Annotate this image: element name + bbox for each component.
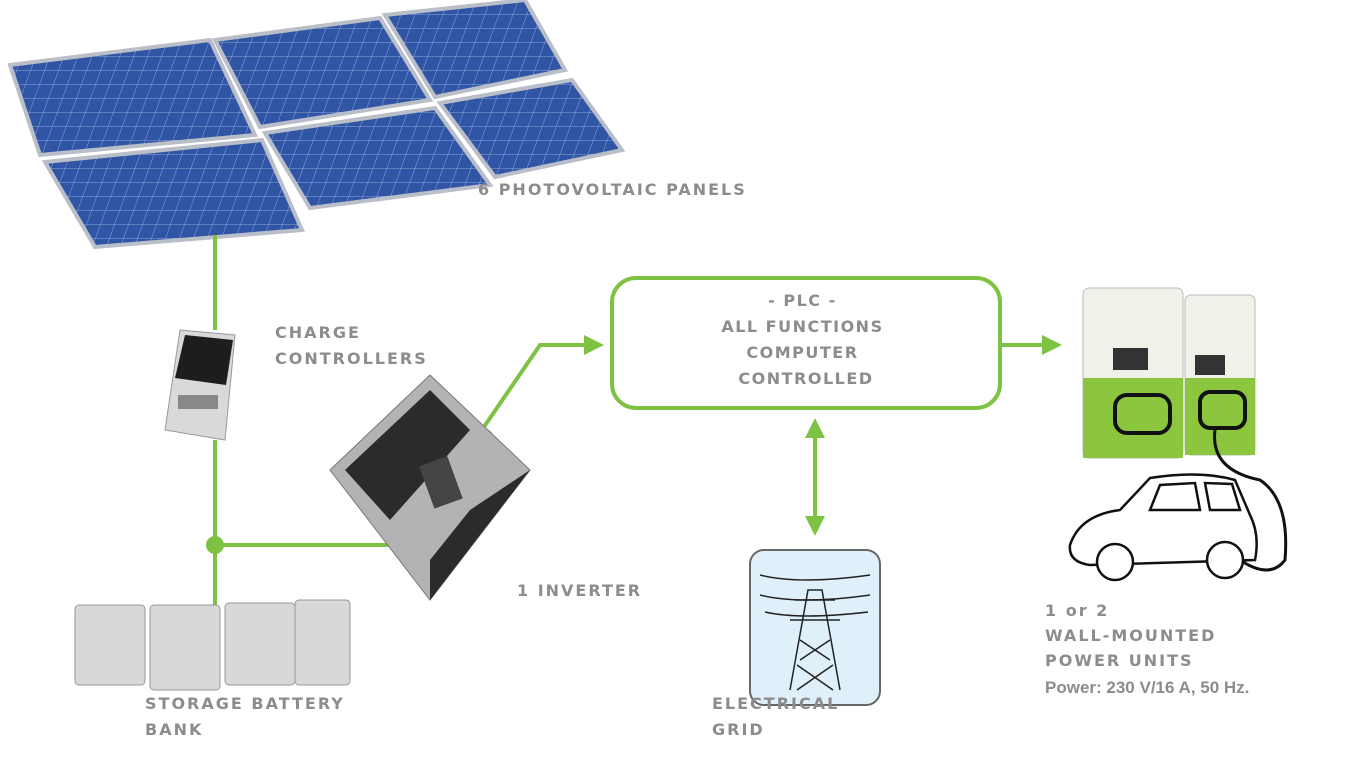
label-line: CONTROLLERS bbox=[275, 349, 428, 368]
label-line: COMPUTER bbox=[746, 343, 858, 362]
label-line: - PLC - bbox=[768, 291, 837, 310]
label-line: WALL-MOUNTED bbox=[1045, 626, 1216, 645]
power-units-label: 1 or 2 WALL-MOUNTED POWER UNITS bbox=[1045, 601, 1224, 670]
inverter-label: 1 INVERTER bbox=[517, 581, 642, 600]
charge-controller-icon bbox=[165, 330, 235, 440]
label-line: ELECTRICAL bbox=[712, 694, 839, 713]
battery-bank-icon bbox=[75, 600, 350, 690]
label-line: BANK bbox=[145, 720, 203, 739]
panels-label: 6 PHOTOVOLTAIC PANELS bbox=[478, 180, 747, 199]
solar-panels bbox=[10, 0, 622, 247]
label-line: CHARGE bbox=[275, 323, 361, 342]
battery-bank-label: STORAGE BATTERY BANK bbox=[145, 694, 352, 739]
label-line: ALL FUNCTIONS bbox=[721, 317, 883, 336]
label-line: 1 or 2 bbox=[1045, 601, 1109, 620]
diagram: 6 PHOTOVOLTAIC PANELS CHARGE CONTROLLERS… bbox=[0, 0, 1365, 762]
car-icon bbox=[1070, 474, 1257, 580]
label-line: STORAGE BATTERY bbox=[145, 694, 345, 713]
grid-label: ELECTRICAL GRID bbox=[712, 694, 847, 739]
charge-controllers-label: CHARGE CONTROLLERS bbox=[275, 323, 428, 368]
power-spec: Power: 230 V/16 A, 50 Hz. bbox=[1045, 678, 1249, 697]
label-line: CONTROLLED bbox=[738, 369, 873, 388]
label-line: POWER UNITS bbox=[1045, 651, 1194, 670]
label-line: GRID bbox=[712, 720, 765, 739]
inverter-icon bbox=[330, 375, 530, 600]
grid-icon bbox=[750, 550, 880, 705]
